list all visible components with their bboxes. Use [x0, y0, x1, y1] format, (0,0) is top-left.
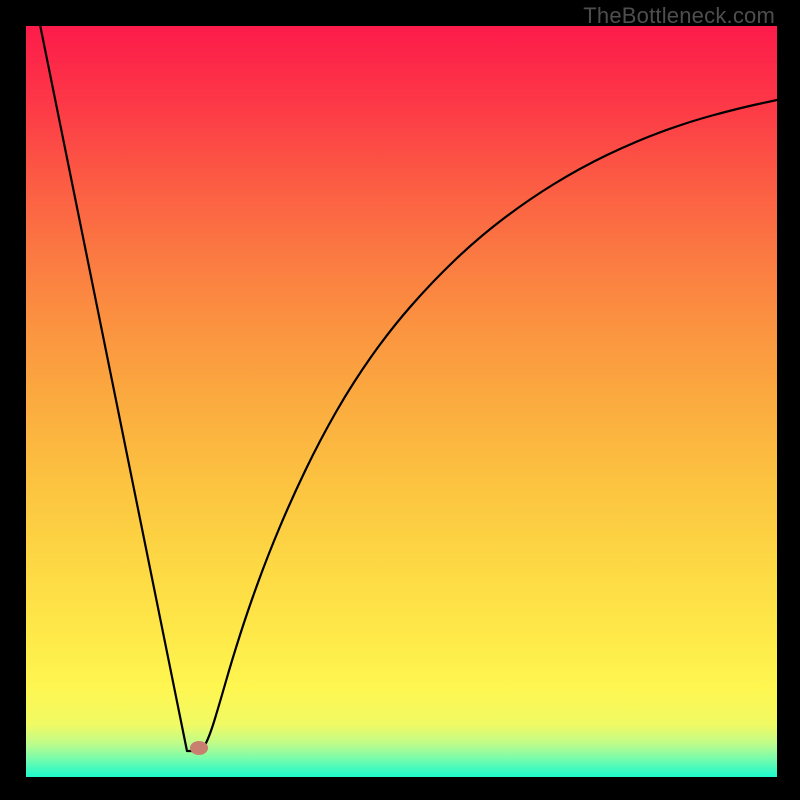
curve-layer [26, 26, 777, 777]
bottleneck-curve [33, 26, 777, 751]
watermark-text: TheBottleneck.com [583, 3, 775, 29]
chart-container: TheBottleneck.com [0, 0, 800, 800]
valley-marker [190, 741, 208, 755]
plot-area [26, 26, 777, 777]
